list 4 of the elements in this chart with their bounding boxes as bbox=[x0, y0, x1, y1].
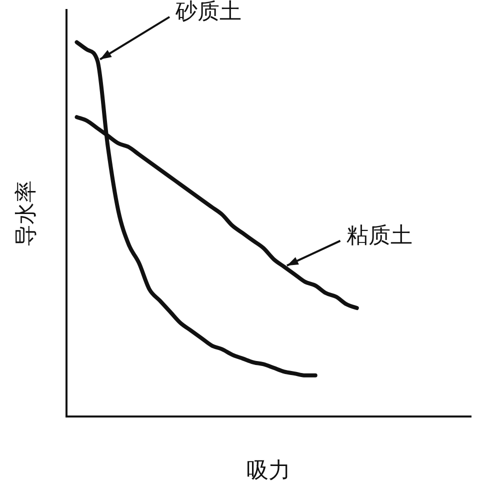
y-axis-title: 导水率 bbox=[14, 180, 39, 246]
text: 砂质土 bbox=[174, 0, 242, 25]
x-axis-title: 吸力 bbox=[246, 458, 291, 484]
text: 粘质土 bbox=[346, 224, 412, 249]
